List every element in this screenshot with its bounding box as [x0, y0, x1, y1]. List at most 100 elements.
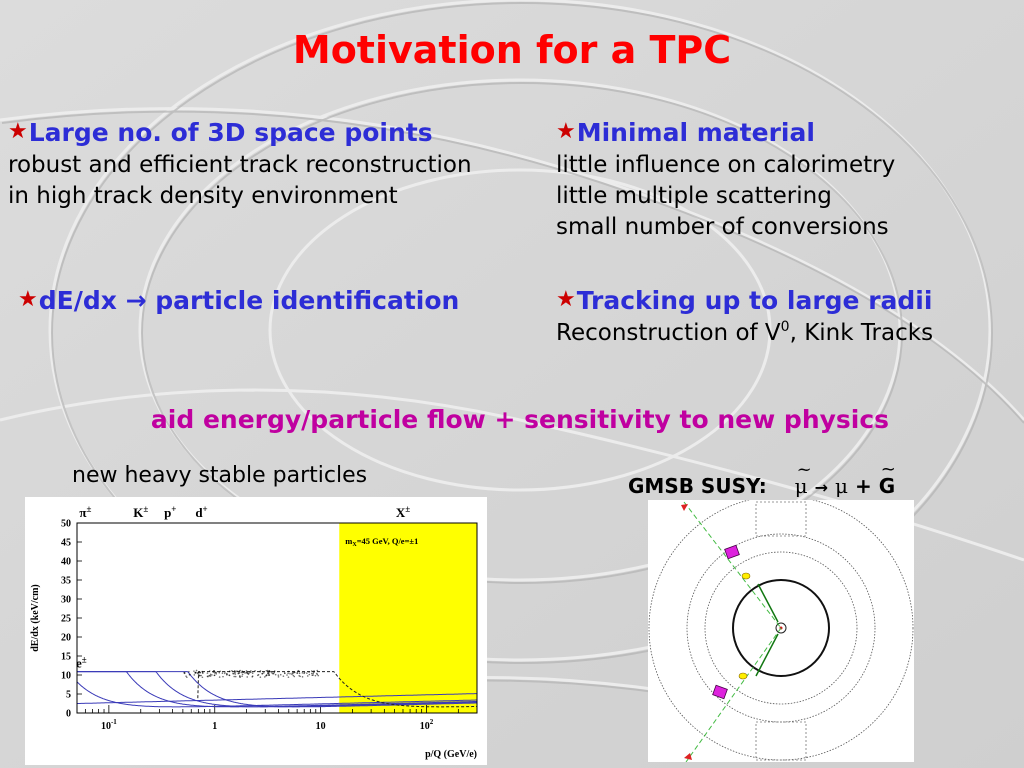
scatter-point — [291, 673, 293, 675]
point-line: small number of conversions — [556, 212, 895, 243]
x-axis-label: p/Q (GeV/e) — [425, 749, 477, 760]
scatter-point — [235, 676, 237, 678]
scatter-point — [286, 674, 288, 676]
scatter-point — [224, 671, 226, 673]
scatter-point — [239, 675, 241, 677]
scatter-point — [222, 672, 224, 674]
scatter-point — [210, 673, 212, 675]
gmsb-text: GMSB SUSY: — [628, 474, 767, 498]
scatter-point — [315, 675, 317, 677]
point-line-suffix: , Kink Tracks — [790, 320, 933, 346]
point-line-superscript: 0 — [781, 319, 790, 335]
scatter-point — [266, 674, 268, 676]
point-heading: dE/dx → particle identification — [39, 286, 460, 315]
scatter-point — [239, 676, 241, 678]
scatter-point — [226, 674, 228, 676]
point-line: Reconstruction of V — [556, 320, 781, 346]
scatter-point — [309, 674, 311, 676]
scatter-point — [193, 674, 195, 676]
scatter-point — [208, 675, 210, 677]
y-tick-label: 5 — [66, 690, 71, 701]
arrow-icon: → — [815, 478, 828, 497]
dedx-chart: 05101520253035404550 10-1 1 10 102 π± K± p+ d+… — [25, 497, 487, 765]
scatter-point — [308, 671, 310, 673]
point-minimal-material: ★Minimal material little influence on ca… — [556, 117, 895, 243]
scatter-point — [231, 670, 233, 672]
scatter-point — [271, 672, 273, 674]
scatter-point — [239, 670, 241, 672]
scatter-point — [228, 674, 230, 676]
scatter-point — [267, 672, 269, 674]
scatter-point — [278, 674, 280, 676]
scatter-point — [241, 675, 243, 677]
scatter-point — [218, 672, 220, 674]
particle-label: π± — [79, 504, 91, 520]
scatter-point — [184, 673, 186, 675]
scatter-point — [275, 674, 277, 676]
gmsb-label: GMSB SUSY: μ → μ + G — [628, 474, 895, 498]
scatter-point — [235, 673, 237, 675]
scatter-point — [240, 672, 242, 674]
gravitino-symbol: G — [879, 474, 895, 498]
scatter-point — [263, 672, 265, 674]
point-dedx: ★dE/dx → particle identification — [18, 285, 459, 318]
particle-label: d+ — [195, 504, 207, 520]
scatter-point — [257, 675, 259, 677]
scatter-point — [260, 676, 262, 678]
scatter-point — [262, 673, 264, 675]
scatter-point — [186, 676, 188, 678]
scatter-point — [242, 672, 244, 674]
scatter-point — [302, 676, 304, 678]
scatter-point — [316, 670, 318, 672]
scatter-point — [289, 673, 291, 675]
scatter-point — [271, 671, 273, 673]
summary-line: aid energy/particle flow + sensitivity t… — [0, 405, 1024, 434]
scatter-point — [293, 676, 295, 678]
particle-label: K± — [133, 504, 148, 520]
scatter-point — [307, 675, 309, 677]
point-heading: Large no. of 3D space points — [29, 118, 433, 147]
scatter-point — [201, 671, 203, 673]
scatter-point — [287, 673, 289, 675]
y-tick-label: 30 — [61, 595, 71, 606]
scatter-point — [299, 676, 301, 678]
scatter-point — [197, 672, 199, 674]
scatter-point — [284, 672, 286, 674]
star-icon: ★ — [8, 119, 28, 144]
point-3d-space-points: ★Large no. of 3D space points robust and… — [8, 117, 472, 212]
y-tick-label: 40 — [61, 557, 71, 568]
scatter-point — [219, 676, 221, 678]
point-heading: Minimal material — [577, 118, 815, 147]
scatter-point — [288, 671, 290, 673]
y-tick-label: 15 — [61, 652, 71, 663]
scatter-point — [224, 673, 226, 675]
scatter-point — [299, 673, 301, 675]
scatter-point — [278, 676, 280, 678]
particle-label: p+ — [164, 504, 176, 520]
point-line: robust and efficient track reconstructio… — [8, 150, 472, 181]
scatter-point — [294, 672, 296, 674]
particle-label: X± — [396, 504, 410, 520]
scatter-point — [288, 676, 290, 678]
new-heavy-label: new heavy stable particles — [72, 463, 367, 488]
particle-label: e± — [76, 654, 87, 670]
scatter-point — [246, 670, 248, 672]
scatter-point — [302, 672, 304, 674]
scatter-point — [269, 670, 271, 672]
scatter-point — [280, 674, 282, 676]
y-tick-label: 0 — [66, 709, 71, 720]
scatter-point — [229, 670, 231, 672]
scatter-point — [246, 676, 248, 678]
point-heading: Tracking up to large radii — [577, 286, 933, 315]
scatter-point — [237, 673, 239, 675]
point-line: in high track density environment — [8, 181, 472, 212]
star-icon: ★ — [18, 287, 38, 312]
scatter-point — [268, 674, 270, 676]
scatter-point — [234, 670, 236, 672]
scatter-point — [202, 676, 204, 678]
x-tick-label: 102 — [420, 718, 434, 732]
point-line: little multiple scattering — [556, 181, 895, 212]
scatter-point — [189, 674, 191, 676]
scatter-point — [196, 670, 198, 672]
muon-symbol: μ — [835, 474, 848, 498]
